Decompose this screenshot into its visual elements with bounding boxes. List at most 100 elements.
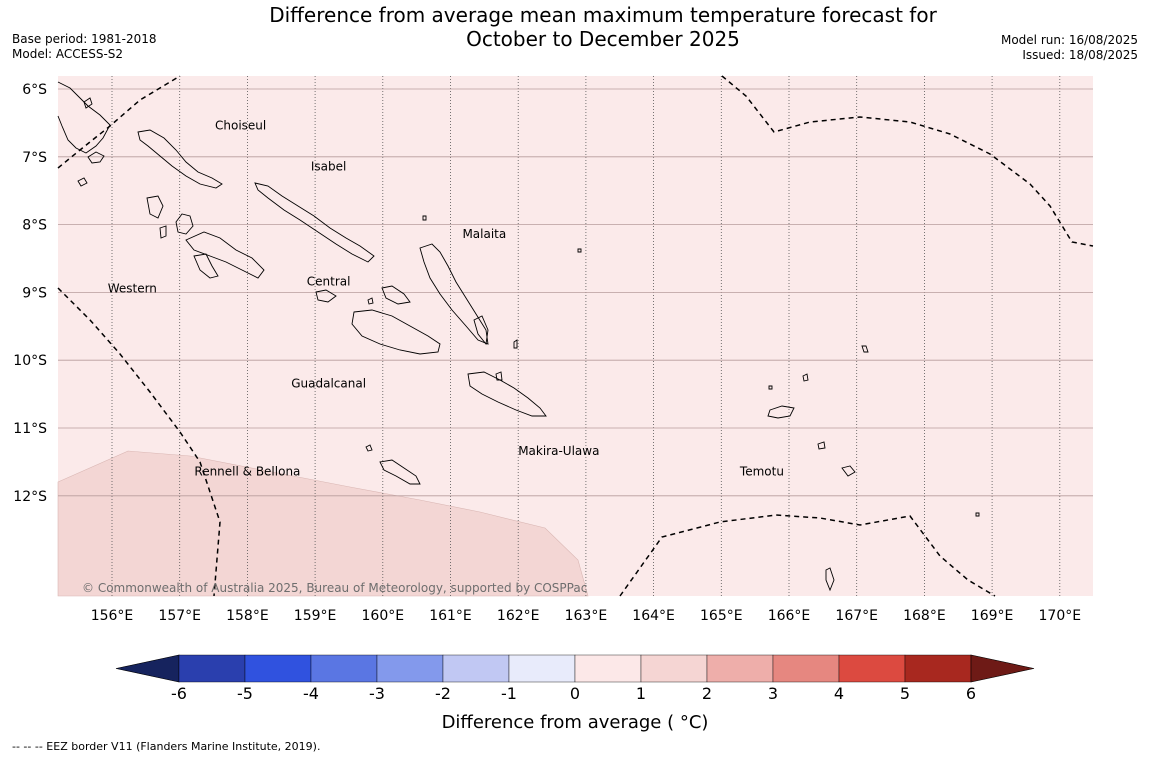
island-choiseul [137, 129, 223, 189]
colorbar-segment [178, 654, 246, 683]
lon-tick-label: 165°E [700, 608, 743, 624]
colorbar-tick-label: 4 [834, 684, 844, 703]
island-buka [83, 97, 93, 109]
eez-segment-north-west [57, 75, 181, 169]
colorbar-segment [772, 654, 840, 683]
province-label: Rennell & Bellona [194, 464, 300, 478]
province-label: Choiseul [215, 119, 266, 133]
lon-tick-label: 164°E [632, 608, 675, 624]
colorbar-tick-label: -4 [303, 684, 319, 703]
colorbar-tick-label: 5 [900, 684, 910, 703]
issued-date: Issued: 18/08/2025 [1022, 48, 1138, 62]
map-title-line2: October to December 2025 [466, 27, 740, 51]
gridlines [58, 76, 1093, 596]
colorbar-ticks: -6 -5 -4 -3 -2 -1 0 1 2 3 4 5 6 [171, 684, 976, 703]
map-title: Difference from average mean maximum tem… [0, 3, 1150, 51]
eez-segment-west [57, 287, 221, 597]
island-utupua [817, 441, 826, 450]
province-labels: Choiseul Isabel Malaita Western Central Guada… [108, 119, 784, 479]
lon-tick-label: 159°E [294, 608, 337, 624]
colorbar-segment [640, 654, 708, 683]
lon-tick-label: 169°E [971, 608, 1014, 624]
island-rendova [193, 253, 219, 279]
colorbar-tick-label: -2 [435, 684, 451, 703]
island-bougainville [57, 81, 111, 154]
island-santa-cruz [767, 405, 795, 419]
lon-tick-label: 160°E [362, 608, 405, 624]
province-label: Western [108, 281, 157, 295]
island-ranongga [159, 225, 167, 239]
colorbar-tick-label: 2 [702, 684, 712, 703]
province-label: Isabel [311, 159, 346, 173]
island-vella-lavella [146, 195, 164, 219]
island-sikaiana [577, 248, 582, 253]
lon-tick-label: 161°E [429, 608, 472, 624]
lon-tick-label: 163°E [565, 608, 608, 624]
copyright-text: © Commonwealth of Australia 2025, Bureau… [82, 581, 587, 595]
island-bellona [365, 444, 373, 452]
province-label: Temotu [739, 464, 784, 478]
lat-tick-label: 10°S [13, 353, 47, 369]
lat-tick-label: 9°S [22, 285, 47, 301]
colorbar-tick-label: 3 [768, 684, 778, 703]
island-guadalcanal [351, 309, 441, 355]
island-kolombangara [175, 213, 194, 235]
colorbar-segment [508, 654, 576, 683]
colorbar-segment [574, 654, 642, 683]
colorbar-segment [706, 654, 774, 683]
eez-legend-note: -- -- -- EEZ border V11 (Flanders Marine… [12, 740, 321, 753]
colorbar-segment [904, 654, 972, 683]
map-panel: Choiseul Isabel Malaita Western Central Guada… [57, 75, 1094, 597]
lon-tick-label: 158°E [226, 608, 269, 624]
island-ontong-java [422, 215, 427, 221]
island-duff [861, 345, 869, 353]
lat-tick-label: 7°S [22, 150, 47, 166]
province-label: Makira-Ulawa [518, 444, 599, 458]
map-title-line1: Difference from average mean maximum tem… [269, 3, 937, 27]
lon-tick-labels: 156°E 157°E 158°E 159°E 160°E 161°E 162°E 163°E… [91, 608, 1081, 624]
island-torres [825, 567, 835, 592]
island-isabel [254, 182, 375, 263]
island-shortland [87, 151, 105, 164]
island-rennell [379, 459, 421, 485]
province-label: Guadalcanal [291, 376, 366, 390]
lon-tick-label: 156°E [91, 608, 134, 624]
colorbar-tick-label: -6 [171, 684, 187, 703]
colorbar-segment [838, 654, 906, 683]
colorbar-segment [244, 654, 312, 683]
colorbar-tick-label: 0 [570, 684, 580, 703]
lon-tick-label: 167°E [835, 608, 878, 624]
colorbar-tick-label: -1 [501, 684, 517, 703]
island-vanikoro [841, 465, 856, 477]
lon-tick-label: 157°E [158, 608, 201, 624]
colorbar-extend-high [970, 654, 1035, 683]
island-uki [495, 371, 503, 381]
colorbar-tick-label: -3 [369, 684, 385, 703]
island-tikopia [975, 512, 980, 517]
colorbar-tick-label: 1 [636, 684, 646, 703]
eez-border [57, 75, 1094, 597]
lat-tick-labels: 6°S 7°S 8°S 9°S 10°S 11°S 12°S [13, 82, 47, 505]
lon-tick-label: 166°E [768, 608, 811, 624]
lon-tick-label: 168°E [903, 608, 946, 624]
colorbar [115, 654, 1035, 683]
colorbar-segment [310, 654, 378, 683]
island-reef-islands [802, 373, 809, 382]
lon-tick-label: 162°E [497, 608, 540, 624]
island-treasury [77, 177, 88, 187]
colorbar-segment [442, 654, 510, 683]
lat-tick-label: 12°S [13, 489, 47, 505]
island-new-georgia [185, 231, 265, 279]
island-savo [367, 297, 374, 305]
base-period: Base period: 1981-2018 [12, 32, 157, 46]
eez-segment-north-east [721, 75, 1094, 247]
meta-left: Base period: 1981-2018 Model: ACCESS-S2 [12, 32, 157, 62]
island-russell [315, 289, 337, 303]
province-label: Central [307, 275, 351, 289]
lat-tick-label: 6°S [22, 82, 47, 98]
lon-tick-label: 170°E [1039, 608, 1082, 624]
colorbar-segment [376, 654, 444, 683]
colorbar-extend-low [115, 654, 180, 683]
province-label: Malaita [462, 227, 506, 241]
